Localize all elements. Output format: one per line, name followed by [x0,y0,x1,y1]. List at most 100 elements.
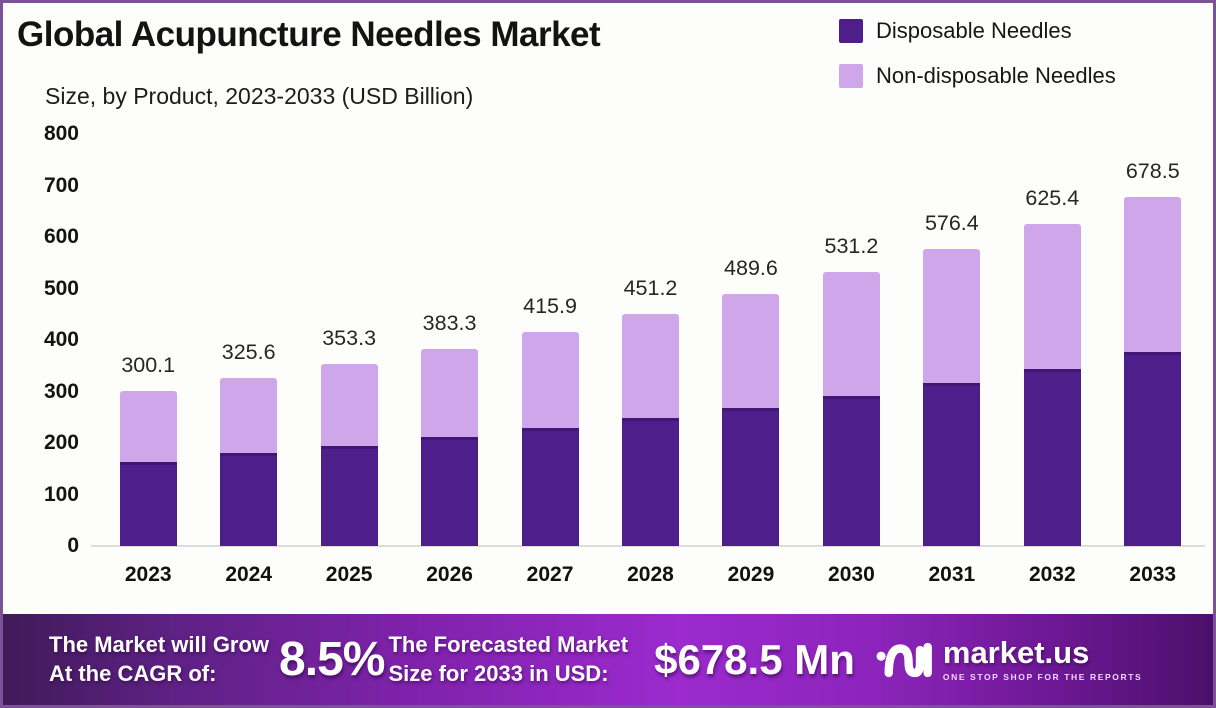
x-axis-line [91,545,1205,547]
bar-column-2025: 353.3 2025 [299,134,399,586]
cagr-value: 8.5% [279,633,385,686]
bar-column-2033: 678.5 2033 [1103,134,1203,586]
bar-value-label: 353.3 [322,326,377,351]
disposable-segment [320,446,378,546]
x-axis-tick-label: 2033 [1129,563,1177,586]
disposable-segment [1124,352,1182,546]
x-axis-tick-label: 2024 [225,563,273,586]
x-axis-tick-label: 2023 [124,563,172,586]
stacked-bar: 451.2 [621,276,679,546]
market-us-logo-icon [876,642,932,677]
non-disposable-segment [320,364,378,447]
disposable-segment [1023,369,1081,546]
brand-name: market.us [942,635,1090,670]
non-disposable-segment [822,272,880,396]
non-disposable-segment [421,348,479,438]
y-axis-tick-label: 300 [43,379,79,403]
x-axis-tick-label: 2028 [627,563,674,586]
bar-column-2031: 576.4 2031 [902,134,1002,586]
stacked-bar: 576.4 [923,211,981,546]
stacked-bar: 383.3 [421,311,479,546]
page-title: Global Acupuncture Needles Market [17,15,601,54]
bar-column-2027: 415.9 2027 [500,134,600,586]
bar-column-2028: 451.2 2028 [600,134,700,586]
bar-value-label: 625.4 [1025,185,1080,210]
bar-column-2023: 300.1 2023 [98,134,198,586]
disposable-segment [119,461,177,546]
non-disposable-segment [1023,223,1081,370]
y-axis-tick-label: 400 [43,328,79,351]
bar-value-label: 489.6 [724,255,778,280]
x-axis-tick-label: 2030 [828,563,875,586]
disposable-segment [220,453,278,546]
brand-tagline: ONE STOP SHOP FOR THE REPORTS [942,672,1143,682]
stacked-bar: 678.5 [1124,159,1182,546]
forecast-label-line1: The Forecasted Market [388,632,629,658]
non-disposable-segment [119,391,177,462]
y-axis-tick-label: 0 [67,534,79,557]
stacked-bar: 489.6 [722,256,780,546]
non-disposable-segment [521,331,579,429]
x-axis-tick-label: 2026 [426,563,473,586]
disposable-segment [822,395,880,546]
market-us-logo: market.us ONE STOP SHOP FOR THE REPORTS [875,637,1142,683]
legend-swatch [839,19,863,43]
brand-text: market.us ONE STOP SHOP FOR THE REPORTS [943,637,1142,682]
non-disposable-segment [1124,196,1182,353]
stacked-bar: 353.3 [320,326,378,546]
legend-label: Non-disposable Needles [876,63,1116,88]
stacked-bar: 300.1 [119,353,177,546]
y-axis-tick-label: 200 [43,431,79,454]
stacked-bar: 415.9 [521,294,579,546]
forecast-value: $678.5 Mn [654,635,855,683]
non-disposable-segment [621,313,679,419]
y-axis-tick-label: 700 [43,173,79,197]
stacked-bar: 531.2 [822,234,880,546]
y-axis-tick-label: 500 [43,276,79,300]
disposable-segment [923,383,981,546]
chart-legend: Disposable Needles Non-disposable Needles [839,18,1116,89]
stacked-bar: 625.4 [1023,186,1081,546]
disposable-segment [722,407,780,546]
footer-banner: The Market will Grow At the CAGR of: 8.5… [3,614,1213,705]
legend-swatch [839,64,863,88]
bar-chart-plot-area: 300.1 2023 325.6 2024 353.3 2025 383.3 2026 415.… [98,134,1203,586]
stacked-bar: 325.6 [220,340,278,546]
bar-value-label: 576.4 [924,211,979,236]
y-axis-tick-label: 600 [43,225,79,248]
bar-value-label: 415.9 [523,293,577,318]
bar-value-label: 531.2 [824,234,879,259]
x-axis-tick-label: 2027 [526,563,574,586]
cagr-label-line1: The Market will Grow [49,632,270,658]
x-axis-tick-label: 2031 [928,563,976,586]
bar-column-2029: 489.6 2029 [701,134,801,586]
y-axis-tick-label: 800 [43,122,79,145]
bar-column-2032: 625.4 2032 [1002,134,1102,586]
bar-value-label: 325.6 [221,340,276,365]
legend-item-non-disposable-needles: Non-disposable Needles [839,63,1116,89]
bar-value-label: 300.1 [121,353,176,378]
bar-value-label: 678.5 [1125,158,1180,183]
y-axis-tick-label: 100 [43,482,79,506]
bar-column-2030: 531.2 2030 [801,134,901,586]
forecast-label: The Forecasted Market Size for 2033 in U… [388,631,628,687]
non-disposable-segment [722,293,780,408]
bar-column-2026: 383.3 2026 [399,134,499,586]
legend-item-disposable-needles: Disposable Needles [839,18,1116,44]
bar-value-label: 451.2 [623,275,678,300]
x-axis-tick-label: 2029 [727,563,775,586]
disposable-segment [521,428,579,546]
bar-value-label: 383.3 [422,310,477,335]
cagr-label: The Market will Grow At the CAGR of: [49,631,269,687]
non-disposable-segment [923,249,981,384]
bar-column-2024: 325.6 2024 [198,134,298,586]
x-axis-tick-label: 2032 [1028,563,1076,586]
x-axis-tick-label: 2025 [325,563,373,586]
chart-subtitle: Size, by Product, 2023-2033 (USD Billion… [45,83,474,109]
disposable-segment [621,418,679,546]
disposable-segment [421,437,479,546]
cagr-label-line2: At the CAGR of: [49,660,217,686]
forecast-label-line2: Size for 2033 in USD: [388,660,609,686]
legend-label: Disposable Needles [876,18,1072,43]
